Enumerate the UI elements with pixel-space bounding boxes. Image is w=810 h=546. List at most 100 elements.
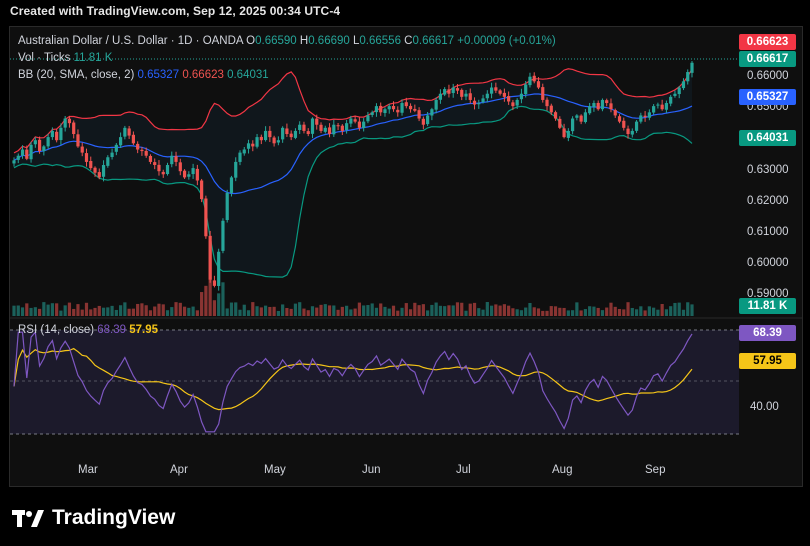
volume-bar [592,306,596,316]
candle-body [238,152,242,162]
volume-bar [67,302,72,316]
volume-bar [20,307,25,316]
volume-bar [391,305,396,316]
candle-body [251,143,255,147]
volume-bar [639,306,643,316]
volume-bar [596,307,600,316]
candle-body [55,131,59,141]
legend-close-value: 0.66617 [412,35,455,47]
candle-body [455,88,460,91]
candle-body [255,137,259,147]
candle-body [29,144,33,160]
candle-body [46,137,50,147]
candle-body [315,118,319,125]
candle-body [345,123,349,131]
candle-body [289,133,293,138]
volume-bar [443,306,447,316]
candle-body [110,152,114,158]
legend-rsi: RSI (14, close) 68.39 57.95 [18,324,158,336]
volume-bar [50,303,54,316]
volume-bar [93,307,97,316]
candle-body [16,155,20,160]
candle-body [221,220,225,251]
candle-body [532,75,536,82]
candle-body [383,109,387,114]
volume-bar [174,302,178,316]
candle-body [33,140,37,145]
candle-body [302,124,306,131]
volume-bar [647,306,651,316]
volume-bar [255,306,259,316]
volume-bar [136,303,140,316]
candle-body [400,103,404,113]
candle-body [404,102,408,107]
candle-body [174,156,178,162]
candle-body [596,102,600,110]
candle-body [617,116,622,122]
candle-body [362,121,366,129]
candle-body [281,127,285,140]
candle-body [541,87,545,100]
legend-rsi-value: 68.39 [97,324,127,336]
candle-body [443,89,447,95]
candle-body [259,136,263,141]
candle-body [20,149,25,156]
volume-bar [630,307,634,316]
rsi-lines [13,330,693,433]
volume-bar [212,300,217,316]
volume-bar [690,304,694,316]
candle-body [434,99,438,110]
volume-bar [157,303,161,316]
candle-body [366,115,370,122]
volume-bar [144,305,148,316]
candle-body [481,98,485,103]
volume-bar [536,308,541,316]
volume-bar [613,306,617,316]
candle-body [485,93,489,99]
volume-bar [204,285,208,316]
volume-bar [481,309,485,316]
volume-bar [281,304,285,316]
volume-bar [225,308,229,316]
candle-body [72,122,76,135]
volume-bar [349,309,353,316]
volume-bar [383,306,387,316]
volume-bar [101,307,106,316]
volume-bar [460,302,464,316]
candle-body [285,128,289,135]
candle-body [575,115,579,118]
volume-bar [80,309,84,316]
legend-ohlc: Australian Dollar / U.S. Dollar · 1D · O… [18,35,556,47]
candle-body [511,102,515,107]
candle-body [136,143,140,150]
volume-bar [319,304,323,316]
candle-body [464,93,468,97]
volume-bar [464,310,468,316]
volume-bar [362,305,366,316]
volume-bar [622,309,626,316]
candle-body [12,160,16,164]
candle-body [571,118,575,132]
tradingview-logo[interactable]: TradingView [12,505,175,531]
volume-bar [485,302,489,316]
volume-bar [276,310,280,316]
candle-body [643,115,647,117]
volume-bar [507,305,511,316]
volume-bar [515,309,519,316]
volume-bar [519,310,524,316]
bb-basis-line [13,93,693,195]
volume-bar [153,306,157,316]
legend-bollinger: BB (20, SMA, close, 2) 0.65327 0.66623 0… [18,69,269,81]
candle-body [195,168,199,181]
time-tick: May [264,464,286,476]
badge-rsi: 68.39 [739,325,796,341]
volume-bar [566,310,570,316]
volume-bar [59,310,63,316]
volume-bar [131,308,135,316]
candlesticks [12,60,694,291]
candle-body [144,150,148,156]
candle-body [421,118,425,125]
volume-bar [571,310,575,316]
candle-body [106,157,110,166]
